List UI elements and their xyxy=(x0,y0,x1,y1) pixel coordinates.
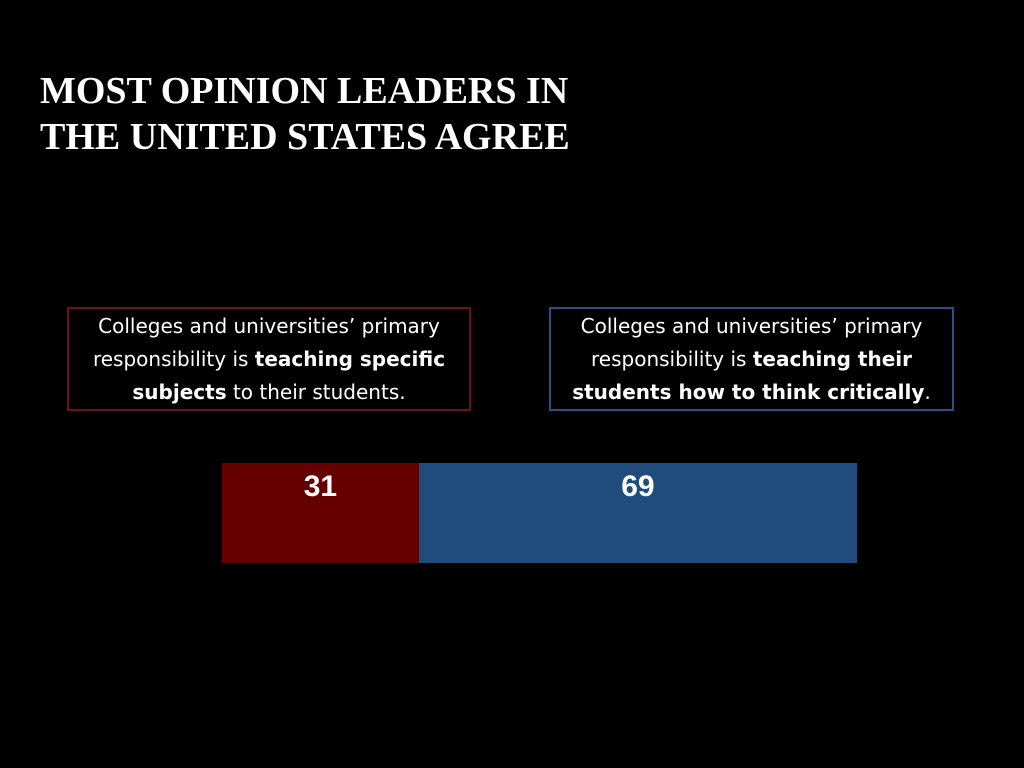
legend-right-emphasis: teaching their students how to think cri… xyxy=(572,346,925,404)
bar-value-label-1: 31 xyxy=(304,470,337,503)
legend-left-prefix: Colleges and universities’ primary respo… xyxy=(92,313,440,371)
bar-value-label-2: 69 xyxy=(621,470,654,503)
legend-box-teaching-specific-subjects: Colleges and universities’ primary respo… xyxy=(67,307,471,411)
legend-right-suffix: . xyxy=(924,379,931,404)
legend-box-think-critically: Colleges and universities’ primary respo… xyxy=(549,307,954,411)
legend-text-teaching-specific-subjects: Colleges and universities’ primary respo… xyxy=(69,310,469,409)
bar-segment-1 xyxy=(222,463,419,563)
bar-segment-2 xyxy=(418,463,857,563)
legend-left-suffix: to their students. xyxy=(226,379,406,404)
slide-title-line-1: MOST OPINION LEADERS IN xyxy=(40,70,569,112)
slide-title: MOST OPINION LEADERS IN THE UNITED STATE… xyxy=(40,68,740,160)
legend-right-prefix: Colleges and universities’ primary respo… xyxy=(580,313,923,371)
legend-left-emphasis: teaching specific subjects xyxy=(132,346,446,404)
slide-title-line-2: THE UNITED STATES AGREE xyxy=(40,116,570,158)
legend-text-think-critically: Colleges and universities’ primary respo… xyxy=(551,310,952,409)
